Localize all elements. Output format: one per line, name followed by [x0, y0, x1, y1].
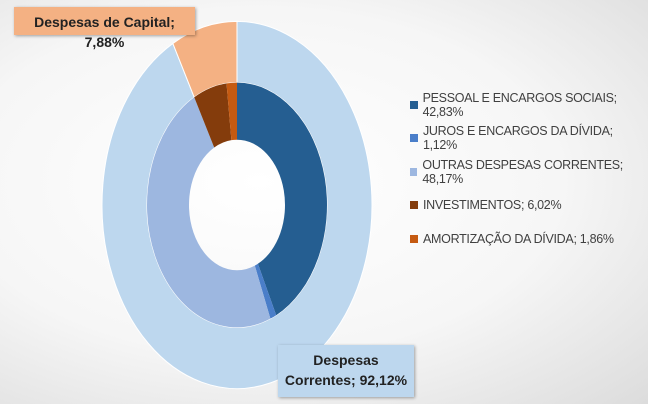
- legend-entry: AMORTIZAÇÃO DA DÍVIDA; 1,86%: [410, 222, 648, 256]
- legend-swatch: [410, 167, 418, 176]
- legend-entry: OUTRAS DESPESAS CORRENTES; 48,17%: [410, 155, 648, 189]
- legend-entry: PESSOAL E ENCARGOS SOCIAIS; 42,83%: [410, 88, 648, 122]
- donut-slice: [237, 82, 328, 316]
- legend-entry: JUROS E ENCARGOS DA DÍVIDA; 1,12%: [410, 122, 648, 156]
- donut-slice: [254, 263, 277, 319]
- legend-label: PESSOAL E ENCARGOS SOCIAIS; 42,83%: [422, 90, 618, 119]
- donut-slice: [226, 82, 237, 141]
- donut-slice: [147, 97, 271, 328]
- legend-swatch: [410, 234, 418, 243]
- data-label: Despesas Correntes; 92,12%: [278, 345, 414, 397]
- legend-entry: INVESTIMENTOS; 6,02%: [410, 189, 648, 223]
- legend-swatch: [410, 134, 418, 143]
- legend-label: OUTRAS DESPESAS CORRENTES; 48,17%: [422, 157, 623, 186]
- legend-label: JUROS E ENCARGOS DA DÍVIDA; 1,12%: [422, 124, 613, 153]
- legend: PESSOAL E ENCARGOS SOCIAIS; 42,83% JUROS …: [410, 88, 648, 256]
- data-label: Despesas de Capital; 7,88%: [14, 7, 195, 50]
- legend-label: AMORTIZAÇÃO DA DÍVIDA; 1,86%: [423, 231, 614, 246]
- donut-slice: [194, 83, 232, 148]
- legend-swatch: [410, 100, 418, 109]
- legend-label: INVESTIMENTOS; 6,02%: [423, 198, 562, 213]
- legend-swatch: [410, 201, 418, 210]
